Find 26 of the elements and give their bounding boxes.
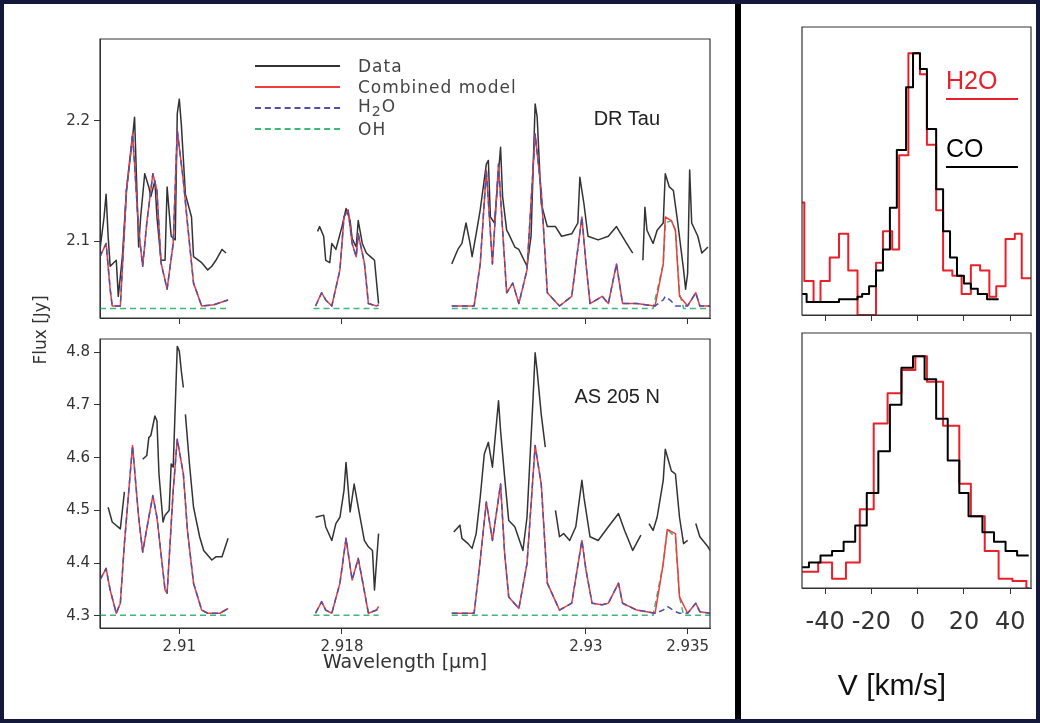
x-tick-label: -20 — [851, 606, 891, 635]
y-tick-label: 4.3 — [66, 605, 90, 624]
series-label: H2O — [946, 66, 999, 94]
annotation: DR Tau — [593, 106, 660, 129]
legend-label: OH — [358, 118, 387, 139]
legend-label: H$_{2}$O — [358, 95, 397, 120]
x-tick-label: 40 — [994, 606, 1026, 635]
y-tick-label: 2.2 — [66, 110, 90, 129]
series-label: CO — [946, 134, 985, 162]
legend-label: Combined model — [358, 76, 517, 97]
y-tick-label: 2.1 — [66, 230, 90, 249]
x-tick-label: 0 — [910, 606, 926, 635]
x-tick-label: 2.91 — [162, 636, 196, 655]
x-tick-label: 2.935 — [666, 636, 710, 655]
legend-label: Data — [358, 55, 403, 76]
y-tick-label: 4.5 — [66, 500, 90, 519]
y-tick-label: 4.8 — [66, 342, 90, 361]
annotation: AS 205 N — [574, 384, 660, 407]
y-tick-label: 4.7 — [66, 394, 90, 413]
y-axis-title: Flux [Jy] — [30, 295, 50, 365]
y-tick-label: 4.6 — [66, 447, 90, 466]
x-tick-label: 2.93 — [569, 636, 603, 655]
y-tick-label: 4.4 — [66, 553, 90, 572]
x-tick-label: -40 — [805, 606, 845, 635]
x-axis-title: V [km/s] — [837, 668, 947, 702]
x-tick-label: 20 — [948, 606, 980, 635]
